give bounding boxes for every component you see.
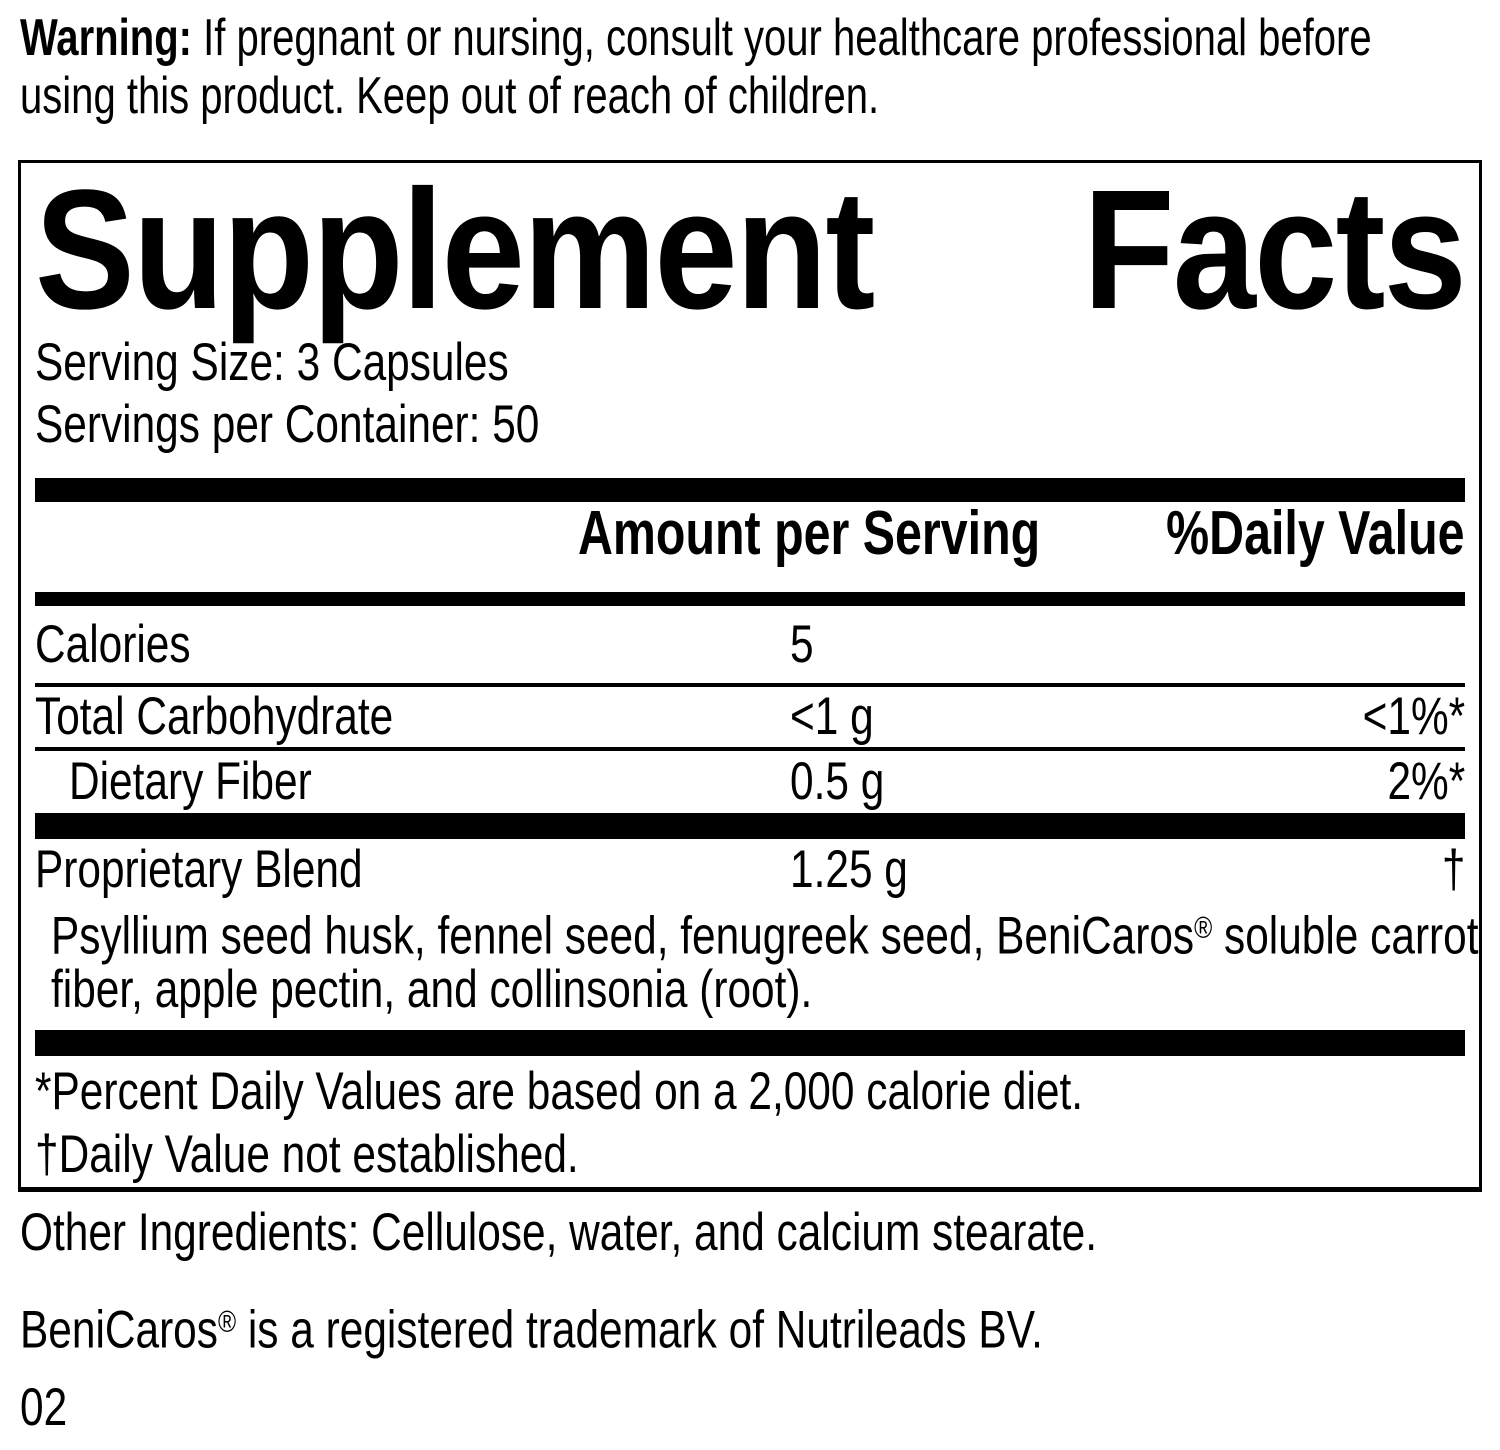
row-daily-value: <1%* [1362, 687, 1465, 746]
panel-title: Supplement Facts [35, 155, 1467, 345]
row-daily-value: 2%* [1387, 752, 1465, 811]
row-name: Total Carbohydrate [35, 687, 394, 746]
warning-line-2-text: using this product. Keep out of reach of… [20, 67, 880, 125]
trademark-line: BeniCaros® is a registered trademark of … [20, 1300, 1043, 1360]
row-name: Calories [35, 615, 191, 674]
table-row-proprietary-blend: Proprietary Blend 1.25 g † [35, 839, 1465, 900]
row-amount: <1 g [790, 687, 874, 746]
separator-bar-under-header [35, 592, 1465, 606]
registered-trademark-symbol: ® [217, 1304, 237, 1339]
title-word-supplement: Supplement [35, 155, 875, 345]
warning-paragraph: Warning: If pregnant or nursing, consult… [20, 9, 1500, 125]
separator-bar-above-footnotes [35, 1030, 1465, 1056]
row-amount: 5 [790, 615, 814, 674]
title-word-facts: Facts [1082, 155, 1467, 345]
row-amount: 0.5 g [790, 752, 885, 811]
separator-bar-thick-top [35, 478, 1465, 502]
warning-line-1: Warning: If pregnant or nursing, consult… [20, 9, 1500, 67]
table-row-dietary-fiber: Dietary Fiber 0.5 g 2%* [35, 751, 1465, 813]
amount-per-serving-header: Amount per Serving [578, 499, 1041, 568]
row-amount: 1.25 g [790, 840, 908, 899]
other-ingredients-line: Other Ingredients: Cellulose, water, and… [20, 1203, 1098, 1262]
warning-line-1-text: If pregnant or nursing, consult your hea… [191, 9, 1372, 67]
blend-ingredients-line-1: Psyllium seed husk, fennel seed, fenugre… [51, 906, 1479, 966]
footnote-dv-not-established: †Daily Value not established. [35, 1125, 579, 1184]
supplement-facts-panel: Supplement Facts Serving Size: 3 Capsule… [18, 160, 1482, 1192]
warning-line-2: using this product. Keep out of reach of… [20, 67, 1500, 125]
column-header-row: Amount per Serving %Daily Value [35, 503, 1465, 565]
blend-ingredients-line-2: fiber, apple pectin, and collinsonia (ro… [51, 960, 813, 1019]
row-divider-rule [35, 747, 1465, 751]
servings-per-container-line: Servings per Container: 50 [35, 395, 540, 454]
footnote-daily-values: *Percent Daily Values are based on a 2,0… [35, 1062, 1084, 1121]
row-name: Dietary Fiber [69, 752, 312, 811]
daily-value-header: %Daily Value [1166, 499, 1465, 568]
footer-code: 02 [20, 1378, 68, 1437]
table-row-total-carbohydrate: Total Carbohydrate <1 g <1%* [35, 687, 1465, 747]
serving-size-line: Serving Size: 3 Capsules [35, 333, 509, 392]
row-divider-rule [35, 683, 1465, 687]
row-daily-value-dagger: † [1441, 840, 1465, 899]
registered-trademark-symbol: ® [1194, 910, 1213, 945]
separator-bar-above-blend [35, 813, 1465, 839]
table-row-calories: Calories 5 [35, 606, 1465, 683]
row-name: Proprietary Blend [35, 840, 363, 899]
warning-label: Warning: [20, 9, 192, 67]
